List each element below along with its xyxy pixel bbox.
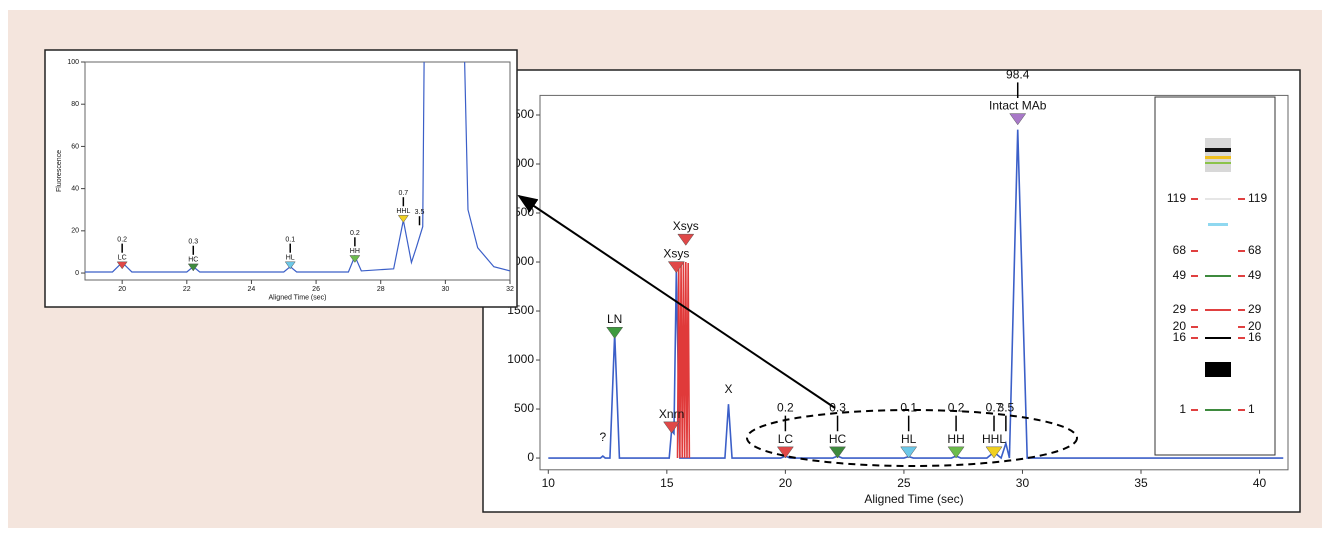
peak-label: HH	[350, 248, 360, 255]
x-tick-label: 26	[312, 286, 320, 293]
y-tick-label: 40	[71, 185, 79, 192]
peak-percent: 0.7	[986, 401, 1003, 415]
peak-label: Xsys	[673, 219, 699, 233]
peak-percent: 0.1	[900, 401, 917, 415]
peak-percent: 0.2	[948, 401, 965, 415]
y-axis-label: Fluorescence	[56, 150, 63, 192]
x-tick-label: 28	[377, 286, 385, 293]
ladder-size-left: 68	[1173, 243, 1187, 257]
ladder-size-left: 29	[1173, 302, 1187, 316]
peak-label: ?	[599, 430, 606, 444]
y-tick-label: 80	[71, 101, 79, 108]
y-tick-label: 500	[514, 401, 534, 415]
peak-label: HH	[947, 432, 964, 446]
peak-percent: 0.3	[829, 401, 846, 415]
peak-label: HL	[286, 254, 295, 261]
peak-label: X	[724, 382, 732, 396]
peak-marker	[187, 263, 199, 272]
peak-marker	[947, 446, 965, 459]
x-tick-label: 40	[1253, 476, 1267, 490]
peak-marker	[284, 261, 296, 270]
peak-percent: 0.2	[777, 401, 794, 415]
ladder-size-left: 16	[1173, 330, 1187, 344]
peak-marker	[900, 446, 918, 459]
ladder-size-left: 119	[1167, 191, 1186, 205]
peak-label: HC	[188, 257, 198, 264]
peak-label: HL	[901, 432, 917, 446]
peak-marker	[667, 261, 685, 274]
gel-band	[1208, 223, 1228, 226]
y-tick-label: 0	[527, 450, 534, 464]
x-tick-label: 24	[248, 286, 256, 293]
peak-label: HHL	[396, 208, 410, 215]
x-tick-label: 20	[779, 476, 793, 490]
peak-label: Xsys	[663, 247, 689, 261]
peak-marker	[116, 261, 128, 270]
peak-marker	[677, 233, 695, 246]
gel-band	[1205, 148, 1231, 152]
peak-marker	[829, 446, 847, 459]
inset-chart: 0 20 40 60 80 100 20 22 24 26 28 30 32 Aligned Time (…	[44, 49, 518, 308]
x-tick-label: 10	[542, 476, 556, 490]
peak-percent: 3.5	[415, 209, 425, 216]
ladder-size-right: 20	[1248, 319, 1262, 333]
peak-percent: 3.5	[998, 401, 1015, 415]
ladder-size-left: 20	[1173, 319, 1187, 333]
x-tick-label: 35	[1134, 476, 1148, 490]
y-tick-label: 1000	[507, 352, 534, 366]
gel-band	[1205, 138, 1231, 172]
zoom-arrow	[517, 194, 836, 409]
gel-band	[1205, 162, 1231, 164]
peak-marker	[606, 327, 624, 339]
peak-label: LN	[607, 312, 622, 326]
y-tick-label: 0	[75, 270, 79, 277]
peak-label: HHL	[982, 432, 1006, 446]
ladder-size-right: 29	[1248, 302, 1262, 316]
x-tick-label: 30	[1016, 476, 1030, 490]
peak-percent: 0.1	[285, 236, 295, 243]
y-tick-label: 60	[71, 143, 79, 150]
peak-label: HC	[829, 432, 847, 446]
peak-marker	[397, 215, 409, 223]
trace	[85, 62, 510, 273]
x-tick-label: 32	[506, 286, 514, 293]
x-axis-label: Aligned Time (sec)	[864, 492, 963, 506]
x-tick-label: 30	[441, 286, 449, 293]
peak-percent: 0.3	[188, 238, 198, 245]
highlight-ellipse	[746, 409, 1078, 467]
peak-label: LC	[778, 432, 794, 446]
ladder-size-left: 1	[1179, 402, 1186, 416]
ladder-size-right: 49	[1248, 268, 1262, 282]
peak-percent: 0.2	[117, 236, 127, 243]
ladder-size-right: 68	[1248, 243, 1262, 257]
y-tick-label: 20	[71, 228, 79, 235]
ladder-size-right: 1	[1248, 402, 1255, 416]
plot-frame	[539, 94, 1289, 471]
x-tick-label: 20	[118, 286, 126, 293]
x-tick-label: 25	[897, 476, 911, 490]
peak-marker	[776, 446, 794, 459]
peak-percent: 0.2	[350, 230, 360, 237]
x-axis-label: Aligned Time (sec)	[269, 294, 327, 301]
peak-marker	[985, 446, 1003, 459]
gel-band	[1205, 156, 1231, 159]
peak-label: Xnrn	[659, 407, 684, 421]
ladder-size-right: 119	[1248, 191, 1267, 205]
y-tick-label: 100	[67, 59, 79, 66]
peak-marker	[663, 421, 681, 434]
peak-marker	[349, 255, 361, 263]
plot-frame	[84, 61, 511, 281]
peak-marker	[1009, 113, 1027, 126]
ladder-size-right: 16	[1248, 330, 1262, 344]
peak-percent: 0.7	[398, 190, 408, 197]
gel-band	[1205, 362, 1231, 377]
ladder-size-left: 49	[1173, 268, 1187, 282]
x-tick-label: 15	[660, 476, 674, 490]
x-tick-label: 22	[183, 286, 191, 293]
peak-label: LC	[118, 254, 127, 261]
peak-label: Intact MAb	[989, 99, 1047, 113]
peak-percent: 98.4	[1006, 67, 1030, 81]
